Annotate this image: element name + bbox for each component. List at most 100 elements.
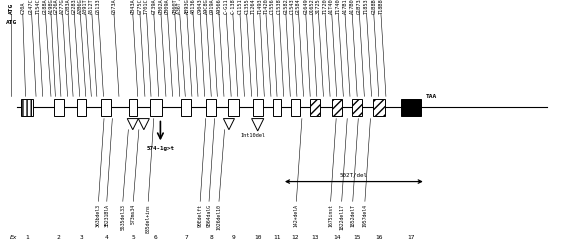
Text: 15: 15	[353, 235, 360, 240]
Text: 17: 17	[408, 235, 415, 240]
Text: 1957del4: 1957del4	[363, 204, 367, 227]
Text: G226A: G226A	[54, 0, 59, 14]
Text: A9566G: A9566G	[217, 0, 222, 14]
Text: C20A: C20A	[20, 1, 25, 14]
Text: Int10del: Int10del	[241, 133, 266, 138]
Text: G188A: G188A	[43, 0, 48, 14]
Text: 574-1g>t: 574-1g>t	[147, 146, 174, 151]
Text: ATG: ATG	[8, 2, 14, 14]
Text: G1B8BG: G1B8BG	[371, 0, 376, 14]
Text: C1151T: C1151T	[237, 0, 243, 14]
Text: C1556: C1556	[270, 0, 275, 14]
Text: 502T/del: 502T/del	[340, 173, 368, 178]
Bar	[272, 99, 281, 116]
Text: A277G: A277G	[60, 0, 65, 14]
Text: A198G: A198G	[49, 0, 54, 14]
Bar	[129, 99, 137, 116]
Text: GB09A: GB09A	[165, 0, 170, 14]
Text: C-138T: C-138T	[230, 0, 235, 14]
Text: 3B231BlA: 3B231BlA	[104, 204, 109, 227]
Text: G1649G: G1649G	[303, 0, 309, 14]
Text: T18B8G: T18B8G	[378, 0, 384, 14]
Bar	[228, 99, 240, 116]
Text: 40136: 40136	[191, 0, 196, 14]
Text: 13: 13	[311, 235, 318, 240]
Bar	[182, 99, 191, 116]
Bar	[402, 99, 421, 116]
Text: G1582A: G1582A	[283, 0, 288, 14]
Text: T1853C: T1853C	[364, 0, 369, 14]
Text: 10: 10	[254, 235, 262, 240]
Text: 9B64dalG: 9B64dalG	[206, 204, 212, 227]
Text: 9: 9	[232, 235, 236, 240]
Text: 8: 8	[209, 235, 213, 240]
Text: 1: 1	[25, 235, 29, 240]
Bar	[21, 99, 33, 116]
Bar	[291, 99, 299, 116]
Bar	[102, 99, 111, 116]
Bar	[77, 99, 86, 116]
Text: A1T40C: A1T40C	[329, 0, 334, 14]
Text: ATG: ATG	[6, 20, 17, 25]
Text: 1852delT: 1852delT	[350, 204, 355, 227]
Text: GT39A: GT39A	[151, 0, 156, 14]
Text: 14: 14	[333, 235, 341, 240]
Bar	[332, 99, 342, 116]
Bar	[373, 99, 385, 116]
Text: 7: 7	[184, 235, 188, 240]
Text: A17B0C: A17B0C	[350, 0, 355, 14]
Bar	[310, 99, 320, 116]
Text: C13556G: C13556G	[244, 0, 249, 14]
Text: 3: 3	[80, 235, 84, 240]
Bar	[151, 99, 161, 116]
Bar	[253, 99, 263, 116]
Text: GB02A: GB02A	[158, 0, 164, 14]
Bar	[206, 99, 216, 116]
Bar	[351, 99, 362, 116]
Text: T1264: T1264	[251, 0, 255, 14]
Text: A36T AB36C: A36T AB36C	[177, 0, 182, 14]
Text: O1652C: O1652C	[310, 0, 315, 14]
Text: G1B73A: G1B73A	[357, 0, 362, 14]
Text: A9C8G: A9C8G	[204, 0, 209, 14]
Text: 835del+ins: 835del+ins	[146, 204, 151, 233]
Text: C9043G: C9043G	[198, 0, 202, 14]
Text: A391T: A391T	[83, 0, 89, 14]
Text: G147C: G147C	[29, 0, 34, 14]
Text: Ex: Ex	[10, 235, 17, 240]
Text: T1720T: T1720T	[323, 0, 328, 14]
Text: 1675inst: 1675inst	[328, 204, 333, 227]
Text: G775C: G775C	[138, 0, 143, 14]
Text: T701C: T701C	[144, 0, 149, 14]
Text: 4: 4	[104, 235, 108, 240]
Text: A512T: A512T	[89, 0, 94, 14]
Text: 142+delA: 142+delA	[294, 204, 299, 227]
Text: 2: 2	[57, 235, 60, 240]
Text: C1543T: C1543T	[290, 0, 295, 14]
Text: C2B3A: C2B3A	[65, 0, 70, 14]
Text: A17B1C: A17B1C	[342, 0, 347, 14]
Text: TAA: TAA	[426, 94, 437, 99]
Text: 31725C: 31725C	[316, 0, 321, 14]
Text: 363bdel3: 363bdel3	[96, 204, 101, 227]
Bar	[54, 99, 64, 116]
Text: C1538T: C1538T	[277, 0, 282, 14]
Text: C-G11105T: C-G11105T	[224, 0, 228, 14]
Text: G573A: G573A	[112, 0, 117, 14]
Text: GB43A: GB43A	[130, 0, 135, 14]
Text: 6: 6	[154, 235, 158, 240]
Text: 573ms34: 573ms34	[131, 204, 136, 224]
Text: 90Edelft: 90Edelft	[198, 204, 202, 227]
Text: 11: 11	[274, 235, 281, 240]
Text: G5133C: G5133C	[96, 0, 101, 14]
Text: 1822del17: 1822del17	[339, 204, 344, 230]
Text: 5: 5	[131, 235, 135, 240]
Text: 12: 12	[292, 235, 299, 240]
Text: G919A: G919A	[210, 0, 215, 14]
Text: G1584T: G1584T	[296, 0, 301, 14]
Text: 1026del10: 1026del10	[217, 204, 222, 230]
Text: 16: 16	[376, 235, 383, 240]
Text: T1420A: T1420A	[263, 0, 268, 14]
Text: T1493C: T1493C	[257, 0, 262, 14]
Text: G2283A: G2283A	[72, 0, 77, 14]
